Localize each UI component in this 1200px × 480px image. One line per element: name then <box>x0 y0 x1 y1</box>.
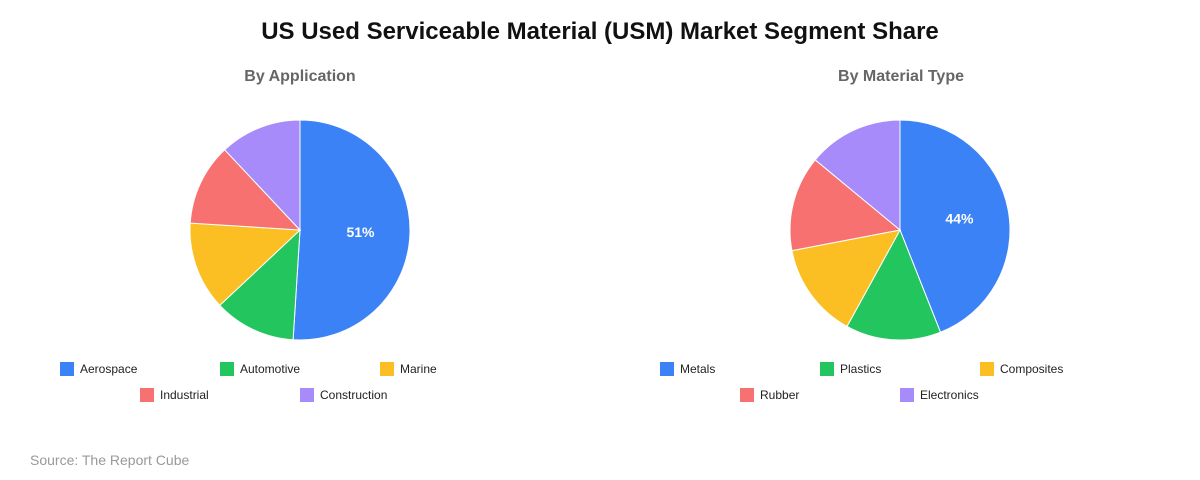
legend-item-plastics: Plastics <box>820 362 881 376</box>
data-label-aerospace: 51% <box>346 224 375 240</box>
pie-slice-automotive <box>219 228 301 341</box>
data-label-metals: 44% <box>945 211 974 227</box>
legend-item-industrial: Industrial <box>140 388 209 402</box>
pie-slice-marine <box>189 222 302 307</box>
pie-application-subtitle: By Application <box>244 68 356 85</box>
legend-item-rubber: Rubber <box>740 388 799 402</box>
legend-swatch <box>740 388 754 402</box>
pie-slice-aerospace <box>292 119 411 341</box>
legend-label: Rubber <box>760 388 800 402</box>
pie-slice-rubber <box>789 159 902 252</box>
legend-swatch <box>140 388 154 402</box>
legend-label: Industrial <box>160 388 209 402</box>
legend-swatch <box>660 362 674 376</box>
legend-item-composites: Composites <box>980 362 1063 376</box>
chart-title: US Used Serviceable Material (USM) Marke… <box>261 18 939 45</box>
legend-swatch <box>220 362 234 376</box>
legend-item-marine: Marine <box>380 362 437 376</box>
legend-label: Plastics <box>840 362 882 376</box>
pie-application: 51% <box>189 119 411 341</box>
legend-swatch <box>900 388 914 402</box>
pie-slice-electronics <box>814 119 901 232</box>
legend-swatch <box>300 388 314 402</box>
pie-material-subtitle: By Material Type <box>838 68 964 85</box>
legend-item-electronics: Electronics <box>900 388 979 402</box>
legend-label: Aerospace <box>80 362 138 376</box>
legend-item-aerospace: Aerospace <box>60 362 137 376</box>
legend-item-metals: Metals <box>660 362 715 376</box>
pie-slice-composites <box>791 229 901 328</box>
legend-label: Metals <box>680 362 716 376</box>
legend-label: Composites <box>1000 362 1064 376</box>
pie-material-type: 44% <box>789 119 1011 341</box>
source-note: Source: The Report Cube <box>30 452 190 468</box>
legend-swatch <box>380 362 394 376</box>
legend-label: Construction <box>320 388 388 402</box>
legend-swatch <box>980 362 994 376</box>
pie-slice-metals <box>899 119 1011 333</box>
legend-swatch <box>60 362 74 376</box>
pie-slice-plastics <box>846 228 942 341</box>
legend-item-construction: Construction <box>300 388 387 402</box>
pie-slice-construction <box>223 119 301 232</box>
legend-label: Marine <box>400 362 437 376</box>
legend-label: Electronics <box>920 388 979 402</box>
legend-item-automotive: Automotive <box>220 362 300 376</box>
legend-swatch <box>820 362 834 376</box>
pie-slice-industrial <box>189 149 302 231</box>
legend-label: Automotive <box>240 362 301 376</box>
